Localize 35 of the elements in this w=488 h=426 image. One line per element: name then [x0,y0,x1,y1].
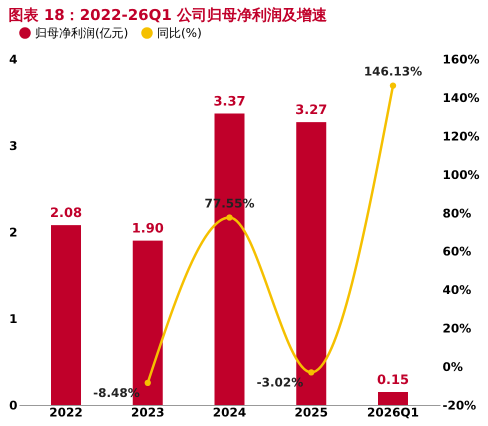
data-label: 0.15 [376,373,410,388]
y2-tick-label: 60% [442,244,472,259]
x-tick-label: 2024 [212,406,246,420]
data-label: 1.90 [132,222,164,237]
bar [378,392,408,405]
y2-tick-label: 20% [442,322,472,336]
y2-tick-label: 120% [442,129,480,144]
point [144,380,151,386]
legend-label: 同比(%) [157,26,202,40]
x-tick-label: 2025 [294,406,328,420]
data-label: 3.37 [213,94,246,110]
y-tick-label: 0 [9,398,18,412]
data-label: 146.13% [364,64,422,79]
y-tick-label: 2 [9,226,18,240]
y-tick-label: 3 [9,139,18,153]
legend-label: 归母净利润(亿元) [35,26,128,40]
bar [51,225,82,405]
y2-tick-label: 40% [442,283,472,298]
x-tick-label: 2022 [49,406,83,420]
y2-tick-label: 80% [442,206,472,220]
x-tick-label: 2026Q1 [367,406,419,420]
x-tick-label: 2023 [131,406,164,420]
data-label: 3.27 [295,103,328,118]
point [226,214,233,221]
y-tick-label: 4 [9,52,18,66]
data-label: 2.08 [50,206,82,222]
y2-tick-label: -20% [442,398,476,412]
y2-tick-label: 160% [442,52,480,66]
point [390,82,396,89]
y2-tick-label: 100% [442,168,480,182]
chart-title: 图表 18：2022-26Q1 公司归母净利润及增速 [8,6,328,24]
point [308,369,314,376]
y2-tick-label: 140% [442,90,480,105]
y-tick-label: 1 [9,312,18,326]
y2-tick-label: 0% [442,360,463,374]
